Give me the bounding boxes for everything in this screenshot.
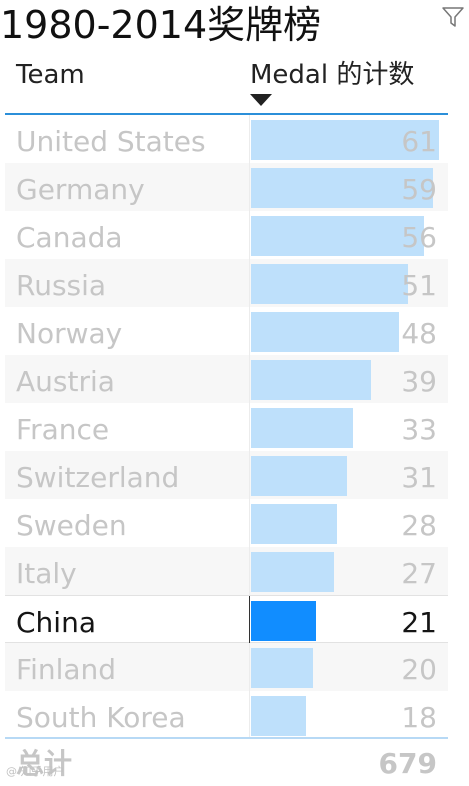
- cell-divider: [249, 115, 250, 163]
- medal-count: 21: [401, 606, 437, 639]
- medal-bar: [251, 264, 408, 304]
- team-name: Switzerland: [16, 461, 180, 494]
- table-row[interactable]: Switzerland 31: [5, 451, 448, 499]
- team-name: China: [16, 606, 96, 639]
- medal-bar: [251, 552, 334, 592]
- medal-bar: [251, 601, 316, 641]
- table-row[interactable]: Canada 56: [5, 211, 448, 259]
- cell-divider: [249, 403, 250, 451]
- medal-bar: [251, 216, 424, 256]
- medal-bar: [251, 504, 337, 544]
- column-header-medal[interactable]: Medal 的计数: [250, 60, 415, 90]
- medal-count: 51: [401, 269, 437, 302]
- watermark: @ 知乎用户: [6, 765, 65, 778]
- cell-divider: [249, 355, 250, 403]
- team-name: South Korea: [16, 701, 186, 734]
- table-row[interactable]: China 21: [5, 595, 448, 644]
- table-row[interactable]: Germany 59: [5, 163, 448, 211]
- medal-count: 27: [401, 557, 437, 590]
- header-divider: [5, 113, 448, 115]
- cell-divider: [249, 211, 250, 259]
- team-name: Italy: [16, 557, 77, 590]
- team-name: Norway: [16, 317, 123, 350]
- cell-divider: [249, 596, 250, 644]
- medal-count: 28: [401, 509, 437, 542]
- table-row[interactable]: Norway 48: [5, 307, 448, 355]
- team-name: Sweden: [16, 509, 127, 542]
- table-row[interactable]: Italy 27: [5, 547, 448, 595]
- team-name: United States: [16, 125, 206, 158]
- table-row[interactable]: Austria 39: [5, 355, 448, 403]
- medal-count: 20: [401, 653, 437, 686]
- medal-count: 33: [401, 413, 437, 446]
- medal-table: United States 61 Germany 59 Canada 56 Russia 51…: [5, 115, 448, 737]
- total-label: 总计: [16, 747, 73, 780]
- medal-count: 59: [401, 173, 437, 206]
- medal-bar: [251, 696, 306, 736]
- filter-icon[interactable]: [441, 6, 465, 28]
- column-header-team[interactable]: Team: [16, 60, 85, 90]
- table-row[interactable]: United States 61: [5, 115, 448, 163]
- team-name: Canada: [16, 221, 123, 254]
- medal-count: 31: [401, 461, 437, 494]
- table-row[interactable]: France 33: [5, 403, 448, 451]
- table-row[interactable]: Russia 51: [5, 259, 448, 307]
- medal-bar: [251, 408, 353, 448]
- medal-bar: [251, 360, 371, 400]
- cell-divider: [249, 643, 250, 691]
- medal-bar: [251, 312, 399, 352]
- medal-bar: [251, 456, 347, 496]
- medal-count: 48: [401, 317, 437, 350]
- cell-divider: [249, 499, 250, 547]
- page-title: 1980-2014奖牌榜: [0, 3, 322, 47]
- team-name: Russia: [16, 269, 107, 302]
- cell-divider: [249, 451, 250, 499]
- table-row[interactable]: Finland 20: [5, 643, 448, 691]
- medal-count: 56: [401, 221, 437, 254]
- cell-divider: [249, 163, 250, 211]
- cell-divider: [249, 691, 250, 737]
- medal-count: 39: [401, 365, 437, 398]
- table-row[interactable]: South Korea 18: [5, 691, 448, 737]
- team-name: France: [16, 413, 110, 446]
- medal-bar: [251, 120, 439, 160]
- total-divider: [5, 737, 448, 739]
- cell-divider: [249, 259, 250, 307]
- cell-divider: [249, 307, 250, 355]
- cell-divider: [249, 547, 250, 595]
- sort-descending-icon: [250, 94, 272, 106]
- table-row[interactable]: Sweden 28: [5, 499, 448, 547]
- team-name: Austria: [16, 365, 115, 398]
- medal-count: 18: [401, 701, 437, 734]
- medal-bar: [251, 648, 313, 688]
- team-name: Finland: [16, 653, 117, 686]
- total-value: 679: [378, 747, 437, 780]
- team-name: Germany: [16, 173, 145, 206]
- medal-bar: [251, 168, 433, 208]
- medal-count: 61: [401, 125, 437, 158]
